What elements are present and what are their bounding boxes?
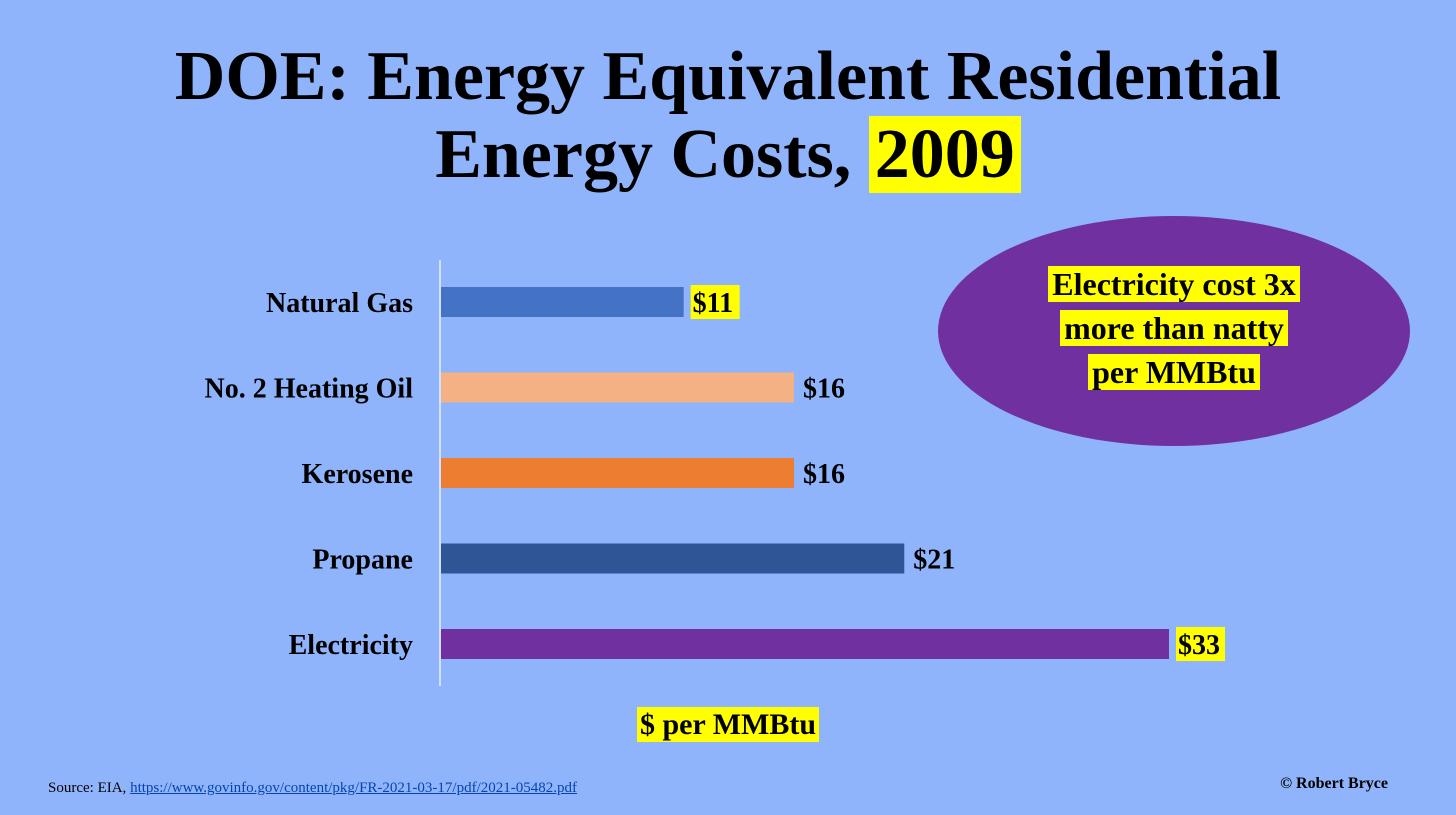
source-prefix: Source: EIA, (48, 780, 127, 796)
copyright-credit: © Robert Bryce (1280, 775, 1388, 792)
bar (441, 372, 794, 403)
data-label: $16 (803, 459, 845, 490)
data-label: $21 (913, 545, 955, 576)
value-label-highlight (690, 285, 740, 319)
callout-line-3: per MMBtu (1088, 354, 1260, 390)
callout-text: Electricity cost 3x more than natty per … (938, 262, 1410, 394)
title-line-1: DOE: Energy Equivalent Residential (174, 38, 1282, 115)
data-label: $33 (1178, 630, 1220, 661)
bar (441, 629, 1169, 659)
bar (441, 543, 905, 574)
title-line-2: Energy Costs, 2009 (0, 116, 1456, 194)
source-link[interactable]: https://www.govinfo.gov/content/pkg/FR-2… (130, 780, 577, 796)
source-note: Source: EIA, https://www.govinfo.gov/con… (48, 780, 577, 797)
x-axis-label-text: $ per MMBtu (636, 707, 820, 742)
x-axis-label: $ per MMBtu (0, 707, 1456, 742)
chart-title: DOE: Energy Equivalent Residential Energ… (0, 38, 1456, 194)
title-line-2-text: Energy Costs, (435, 116, 852, 193)
bar (441, 287, 684, 317)
category-label: Electricity (289, 630, 413, 661)
value-label-highlight (1176, 627, 1225, 661)
bar (441, 458, 794, 488)
data-label: $11 (693, 288, 733, 319)
category-label: Natural Gas (266, 288, 413, 319)
data-label: $16 (803, 374, 845, 405)
category-label: Propane (312, 545, 413, 576)
callout-line-2: more than natty (1060, 310, 1288, 346)
callout-line-1: Electricity cost 3x (1048, 266, 1300, 302)
category-label: Kerosene (302, 459, 413, 490)
title-year-highlight: 2009 (868, 116, 1021, 193)
category-label: No. 2 Heating Oil (205, 374, 414, 405)
